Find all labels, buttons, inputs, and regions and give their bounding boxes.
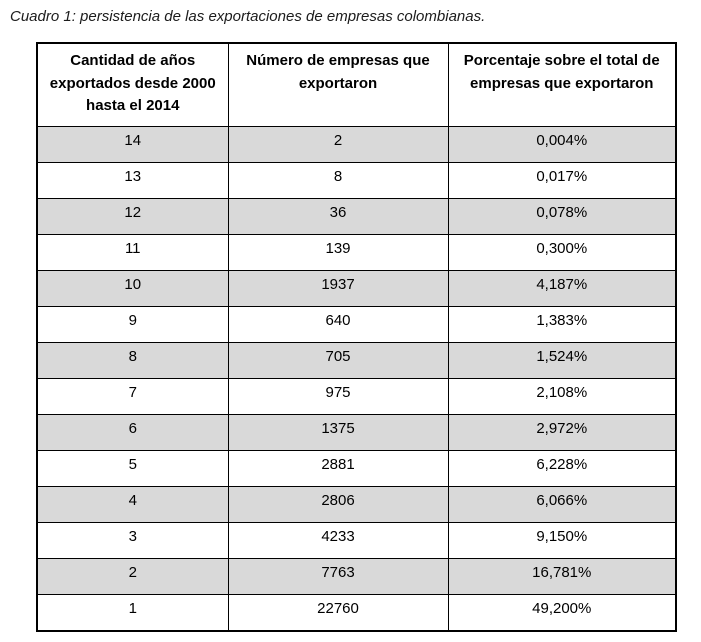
years-cell: 4 [36,485,229,523]
years-cell: 8 [36,341,229,379]
companies-cell: 36 [227,197,449,235]
export-persistence-table: Cantidad de años exportados desde 2000 h… [36,42,677,632]
companies-cell: 7763 [227,557,449,595]
companies-cell: 4233 [227,521,449,559]
percentage-cell: 0,017% [447,161,677,199]
years-cell: 9 [36,305,229,343]
header-years: Cantidad de años exportados desde 2000 h… [36,42,229,127]
percentage-cell: 2,972% [447,413,677,451]
years-cell: 10 [36,269,229,307]
percentage-cell: 6,228% [447,449,677,487]
companies-cell: 8 [227,161,449,199]
companies-cell: 2881 [227,449,449,487]
percentage-cell: 0,004% [447,125,677,163]
percentage-cell: 16,781% [447,557,677,595]
years-cell: 3 [36,521,229,559]
header-companies: Número de empresas que exportaron [227,42,449,127]
companies-cell: 2 [227,125,449,163]
table-row: 5 2881 6,228% [36,449,677,487]
table-row: 3 4233 9,150% [36,521,677,559]
table-row: 14 2 0,004% [36,125,677,163]
percentage-cell: 49,200% [447,593,677,631]
table-row: 1 22760 49,200% [36,593,677,631]
header-row: Cantidad de años exportados desde 2000 h… [36,42,677,127]
table-row: 10 1937 4,187% [36,269,677,307]
companies-cell: 975 [227,377,449,415]
years-cell: 5 [36,449,229,487]
years-cell: 12 [36,197,229,235]
years-cell: 6 [36,413,229,451]
table-row: 4 2806 6,066% [36,485,677,523]
percentage-cell: 9,150% [447,521,677,559]
table-row: 13 8 0,017% [36,161,677,199]
table-row: 6 1375 2,972% [36,413,677,451]
table-row: 2 7763 16,781% [36,557,677,595]
years-cell: 14 [36,125,229,163]
companies-cell: 139 [227,233,449,271]
companies-cell: 22760 [227,593,449,631]
companies-cell: 2806 [227,485,449,523]
companies-cell: 1375 [227,413,449,451]
table-body: 14 2 0,004% 13 8 0,017% 12 36 0,078% 11 139 0,300% 1… [36,125,677,631]
table-header: Cantidad de años exportados desde 2000 h… [36,42,677,127]
companies-cell: 640 [227,305,449,343]
years-cell: 2 [36,557,229,595]
header-percentage: Porcentaje sobre el total de empresas qu… [447,42,677,127]
percentage-cell: 0,300% [447,233,677,271]
percentage-cell: 2,108% [447,377,677,415]
companies-cell: 705 [227,341,449,379]
percentage-cell: 4,187% [447,269,677,307]
table-caption: Cuadro 1: persistencia de las exportacio… [10,8,486,25]
table-row: 7 975 2,108% [36,377,677,415]
years-cell: 1 [36,593,229,631]
table-row: 8 705 1,524% [36,341,677,379]
table-row: 9 640 1,383% [36,305,677,343]
companies-cell: 1937 [227,269,449,307]
percentage-cell: 0,078% [447,197,677,235]
years-cell: 11 [36,233,229,271]
years-cell: 7 [36,377,229,415]
percentage-cell: 1,383% [447,305,677,343]
percentage-cell: 1,524% [447,341,677,379]
years-cell: 13 [36,161,229,199]
table-row: 11 139 0,300% [36,233,677,271]
percentage-cell: 6,066% [447,485,677,523]
table-row: 12 36 0,078% [36,197,677,235]
